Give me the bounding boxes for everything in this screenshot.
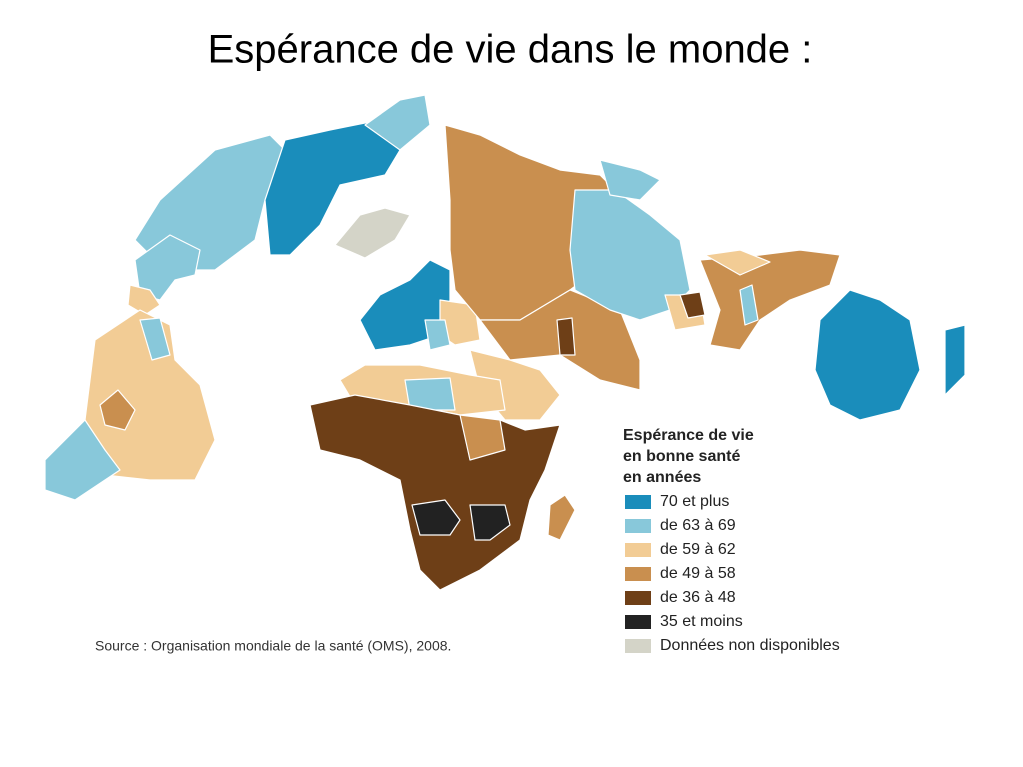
- legend-swatch: [625, 495, 651, 509]
- legend-swatch: [625, 639, 651, 653]
- legend-title: Espérance de vie: [623, 427, 754, 444]
- source: Source : Organisation mondiale de la san…: [95, 638, 451, 654]
- region: [944, 324, 966, 396]
- region: [547, 494, 576, 541]
- legend-title: en années: [623, 469, 701, 486]
- region: [44, 419, 121, 501]
- legend-swatch: [625, 567, 651, 581]
- region: [556, 317, 576, 356]
- region: [309, 394, 561, 591]
- legend-label: de 59 à 62: [660, 541, 736, 558]
- region: [679, 291, 706, 319]
- region: [599, 159, 661, 201]
- legend-label: Données non disponibles: [660, 637, 840, 654]
- region: [139, 317, 171, 361]
- region: [99, 389, 136, 431]
- legend-swatch: [625, 591, 651, 605]
- region: [127, 284, 161, 316]
- legend-background: [610, 420, 910, 665]
- legend-swatch: [625, 519, 651, 533]
- region: [264, 119, 401, 256]
- legend-title: en bonne santé: [623, 448, 740, 465]
- region: [739, 284, 759, 326]
- legend-swatch: [625, 543, 651, 557]
- title: Espérance de vie dans le monde :: [208, 28, 813, 72]
- region: [814, 289, 921, 421]
- region: [704, 249, 771, 276]
- legend-swatch: [625, 615, 651, 629]
- region: [424, 319, 451, 351]
- region: [469, 504, 511, 541]
- region: [699, 249, 841, 351]
- region: [411, 499, 461, 536]
- region: [334, 207, 411, 259]
- legend-label: de 63 à 69: [660, 517, 736, 534]
- legend-label: de 36 à 48: [660, 589, 736, 606]
- region: [404, 377, 456, 411]
- legend-label: de 49 à 58: [660, 565, 736, 582]
- legend-label: 70 et plus: [660, 493, 729, 510]
- world-map: [44, 94, 966, 591]
- legend-label: 35 et moins: [660, 613, 743, 630]
- region: [364, 94, 431, 151]
- region: [459, 414, 506, 461]
